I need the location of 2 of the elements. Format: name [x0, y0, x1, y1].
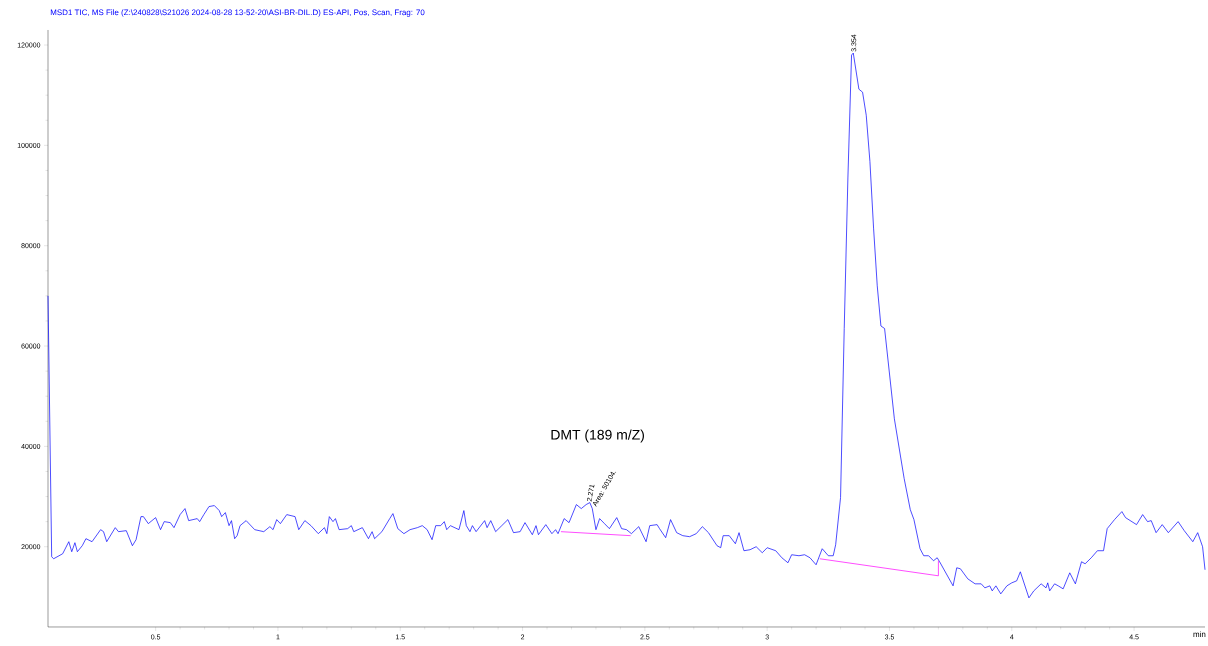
line-series — [47, 52, 1206, 599]
annotation: DMT (189 m/Z) — [551, 429, 644, 443]
